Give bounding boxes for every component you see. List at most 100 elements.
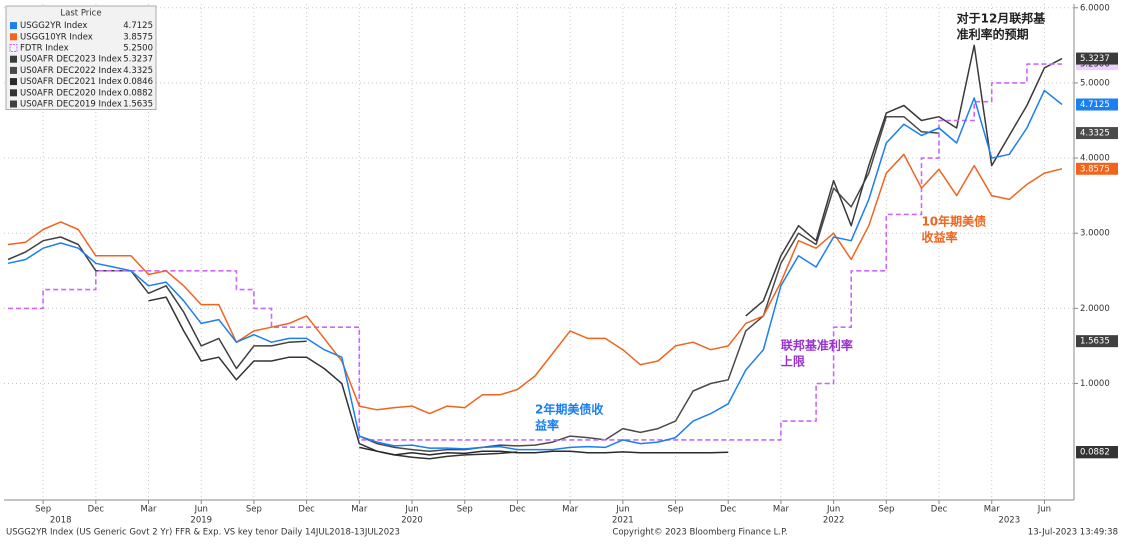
series-line [745, 44, 1063, 317]
legend-value: 5.3237 [123, 55, 153, 65]
tag-box [1076, 162, 1118, 175]
footer-left: USGG2YR Index (US Generic Govt 2 Yr) FFR… [6, 528, 400, 538]
x-tick-label: Jun [1037, 505, 1051, 515]
footer-right: 13-Jul-2023 13:49:38 [1028, 528, 1118, 538]
series-line [7, 89, 1063, 451]
series-line [7, 153, 1063, 415]
legend-swatch [10, 89, 17, 97]
annotation: 益率 [535, 417, 559, 432]
tag-box [1076, 446, 1118, 459]
legend-swatch [10, 78, 17, 86]
tag-label: 1.5635 [1080, 337, 1110, 347]
last-value-tag: 1.5635 [1076, 335, 1118, 348]
legend-label: USGG10YR Index [20, 32, 93, 42]
tag-label: 3.8575 [1080, 164, 1110, 174]
last-value-tag: 5.3237 [1076, 52, 1118, 65]
year-label: 2019 [190, 516, 212, 526]
last-value-tag: 4.7125 [1076, 98, 1118, 111]
legend-label: US0AFR DEC2021 Index [20, 77, 122, 87]
tag-box [1076, 52, 1118, 65]
x-tick-label: Mar [562, 505, 579, 515]
tag-box [1076, 98, 1118, 111]
x-tick-label: Jun [615, 505, 629, 515]
legend-value: 1.5635 [123, 100, 153, 110]
x-tick-label: Sep [246, 505, 262, 515]
legend-value: 0.0846 [123, 77, 153, 87]
legend-label: US0AFR DEC2020 Index [20, 88, 122, 98]
series-line [359, 115, 940, 452]
x-tick-label: Jun [194, 505, 208, 515]
tag-label: 0.0882 [1080, 448, 1110, 458]
annotation: 2年期美债收 [535, 401, 603, 416]
tag-label: 5.2500 [1080, 60, 1110, 70]
series-line [8, 63, 1062, 441]
x-tick-label: Dec [88, 505, 105, 515]
x-tick-label: Sep [457, 505, 473, 515]
legend: Last Price USGG2YR Index 4.7125 USGG10YR In… [5, 5, 157, 110]
legend-swatch [10, 66, 17, 74]
tag-box [1076, 335, 1118, 348]
x-tick-label: Dec [931, 505, 948, 515]
tag-label: 4.3325 [1080, 129, 1110, 139]
legend-label: US0AFR DEC2022 Index [20, 66, 122, 76]
y-tick-label: 2.0000 [1080, 304, 1110, 314]
x-tick-label: Mar [141, 505, 158, 515]
y-tick-label: 1.0000 [1080, 379, 1110, 389]
legend-label: FDTR Index [20, 44, 69, 54]
y-tick-label: 6.0000 [1080, 3, 1110, 13]
y-tick-label: 3.0000 [1080, 229, 1110, 239]
x-tick-label: Sep [878, 505, 894, 515]
last-value-tag: 3.8575 [1076, 162, 1118, 175]
x-tick-label: Jun [404, 505, 418, 515]
legend-title: Last Price [60, 9, 101, 19]
tag-label: 5.3237 [1080, 54, 1110, 64]
annotation: 对于12月联邦基 [957, 11, 1047, 26]
legend-box [5, 5, 157, 110]
annotation: 收益率 [921, 229, 957, 244]
legend-value: 4.7125 [123, 21, 153, 31]
tag-label: 4.7125 [1080, 100, 1110, 110]
legend-swatch [10, 55, 17, 63]
series-line [148, 296, 518, 460]
legend-label: US0AFR DEC2019 Index [20, 100, 122, 110]
year-label: 2018 [50, 516, 72, 526]
series-line [7, 236, 307, 370]
legend-value: 0.0882 [123, 88, 153, 98]
last-value-tag: 4.3325 [1076, 127, 1118, 140]
x-tick-label: Jun [826, 505, 840, 515]
x-tick-label: Dec [509, 505, 526, 515]
legend-value: 5.2500 [123, 44, 153, 54]
year-label: 2020 [401, 516, 423, 526]
x-tick-label: Mar [984, 505, 1001, 515]
legend-label: USGG2YR Index [20, 21, 87, 31]
tag-box [1076, 127, 1118, 140]
year-label: 2023 [998, 516, 1020, 526]
legend-swatch [10, 22, 17, 30]
annotation: 上限 [781, 353, 805, 368]
annotation: 10年期美债 [921, 213, 986, 228]
annotation: 联邦基准利率 [781, 337, 853, 352]
x-tick-label: Sep [668, 505, 684, 515]
footer-center: Copyright© 2023 Bloomberg Finance L.P. [612, 528, 787, 538]
annotation: 准利率的预期 [957, 27, 1029, 42]
x-tick-label: Mar [773, 505, 790, 515]
legend-label: US0AFR DEC2023 Index [20, 55, 122, 65]
series-line [359, 446, 729, 456]
x-tick-label: Mar [351, 505, 368, 515]
legend-value: 4.3325 [123, 66, 153, 76]
last-value-tag: 0.0882 [1076, 446, 1118, 459]
x-tick-label: Dec [720, 505, 737, 515]
x-tick-label: Dec [298, 505, 315, 515]
legend-swatch [10, 33, 17, 41]
legend-swatch [10, 100, 17, 108]
y-tick-label: 5.0000 [1080, 78, 1110, 88]
year-label: 2021 [612, 516, 634, 526]
year-label: 2022 [823, 516, 845, 526]
y-tick-label: 4.0000 [1080, 154, 1110, 164]
legend-value: 3.8575 [123, 32, 153, 42]
legend-swatch [9, 44, 18, 52]
x-tick-label: Sep [35, 505, 51, 515]
